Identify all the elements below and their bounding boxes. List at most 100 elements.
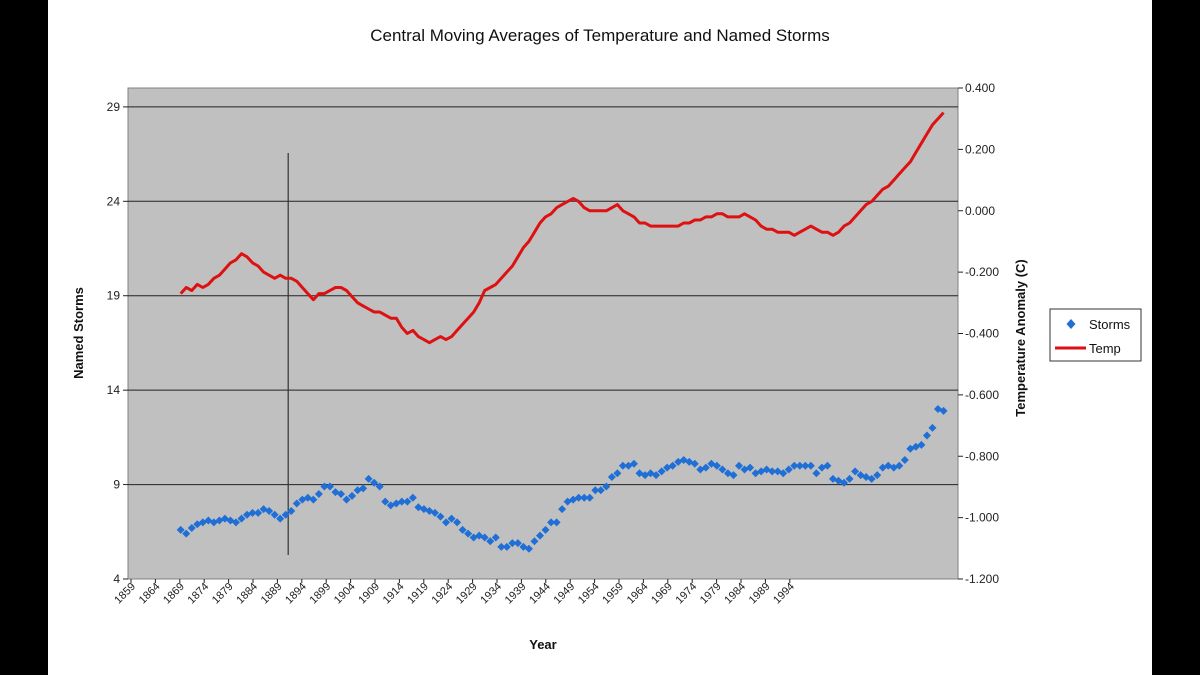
storm-point [270, 510, 279, 519]
storm-point [790, 461, 799, 470]
storm-point [464, 529, 473, 538]
storm-point [701, 463, 710, 472]
storm-point [408, 493, 417, 502]
storm-point [287, 507, 296, 516]
right-tick-label: 0.000 [965, 204, 995, 218]
storm-point [917, 440, 926, 449]
right-tick-label: -0.200 [965, 265, 999, 279]
storm-point [939, 406, 948, 415]
storm-point [342, 495, 351, 504]
storm-point [629, 459, 638, 468]
x-tick-label: 1889 [259, 581, 285, 607]
x-tick-label: 1994 [771, 581, 797, 607]
x-tick-label: 1894 [283, 581, 309, 607]
storm-point [746, 463, 755, 472]
storm-point [618, 461, 627, 470]
chart-title: Central Moving Averages of Temperature a… [370, 26, 830, 45]
storm-point [237, 514, 246, 523]
x-tick-label: 1969 [649, 581, 675, 607]
right-axis-title: Temperature Anomaly (C) [1013, 259, 1028, 416]
storm-point [254, 508, 263, 517]
x-tick-label: 1989 [747, 581, 773, 607]
storm-point [524, 544, 533, 553]
storm-point [845, 474, 854, 483]
right-tick-label: -0.800 [965, 449, 999, 463]
storm-point [580, 493, 589, 502]
storm-point [231, 518, 240, 527]
storm-point [768, 467, 777, 476]
storm-point [806, 461, 815, 470]
storm-point [320, 482, 329, 491]
left-tick-label: 4 [113, 572, 120, 586]
left-tick-label: 24 [107, 194, 121, 208]
x-tick-label: 1929 [454, 581, 480, 607]
storm-point [922, 431, 931, 440]
storm-point [657, 467, 666, 476]
x-tick-label: 1909 [356, 581, 382, 607]
right-tick-label: -0.600 [965, 388, 999, 402]
storm-point [458, 525, 467, 534]
x-tick-label: 1899 [308, 581, 334, 607]
plot-area [127, 87, 959, 580]
x-tick-label: 1904 [332, 581, 358, 607]
storm-point [779, 469, 788, 478]
storm-point [530, 537, 539, 546]
left-axis-title: Named Storms [71, 287, 86, 379]
storm-point [265, 507, 274, 516]
storm-point [596, 486, 605, 495]
x-tick-label: 1874 [186, 581, 212, 607]
storms-series [176, 405, 948, 553]
storm-point [712, 461, 721, 470]
x-tick-label: 1959 [600, 581, 626, 607]
storm-point [928, 423, 937, 432]
storm-point [585, 493, 594, 502]
x-tick-label: 1964 [625, 581, 651, 607]
storm-point [497, 542, 506, 551]
storm-point [536, 531, 544, 540]
storm-point [607, 473, 616, 482]
storm-point [419, 505, 428, 514]
storm-point [508, 539, 517, 548]
storm-point [552, 518, 561, 527]
storm-point [486, 537, 495, 546]
storm-point [735, 461, 743, 470]
storm-point [652, 471, 661, 480]
legend-box [1049, 308, 1142, 362]
storm-point [447, 514, 456, 523]
storm-point [867, 474, 876, 483]
temp-series [179, 111, 945, 345]
storm-point [900, 456, 909, 465]
storm-point [248, 508, 257, 517]
x-tick-label: 1949 [552, 581, 578, 607]
right-tick-label: -1.200 [965, 572, 999, 586]
storm-point [851, 467, 860, 476]
storm-point [795, 461, 804, 470]
storm-point [784, 465, 793, 474]
storm-point [187, 524, 196, 533]
x-tick-label: 1984 [722, 581, 748, 607]
left-tick-label: 14 [107, 383, 121, 397]
legend-storms-label: Storms [1089, 317, 1131, 332]
x-tick-label: 1924 [430, 581, 456, 607]
storm-point [541, 525, 550, 534]
right-tick-label: 0.400 [965, 81, 995, 95]
storm-point [348, 491, 357, 500]
x-tick-label: 1939 [503, 581, 529, 607]
storm-point [176, 525, 185, 534]
storm-point [668, 461, 677, 470]
storm-point [182, 529, 191, 538]
storm-point [613, 469, 622, 478]
gridlines [128, 106, 958, 486]
storm-point [453, 518, 462, 527]
storm-point [812, 469, 821, 478]
storm-point [397, 497, 406, 506]
x-tick-label: 1944 [527, 581, 553, 607]
left-tick-label: 9 [113, 478, 120, 492]
storm-point [375, 482, 384, 491]
storm-point [558, 505, 567, 514]
left-tick-label: 29 [107, 100, 121, 114]
storm-point [337, 490, 345, 499]
storm-point [895, 461, 904, 470]
x-tick-label: 1954 [576, 581, 602, 607]
